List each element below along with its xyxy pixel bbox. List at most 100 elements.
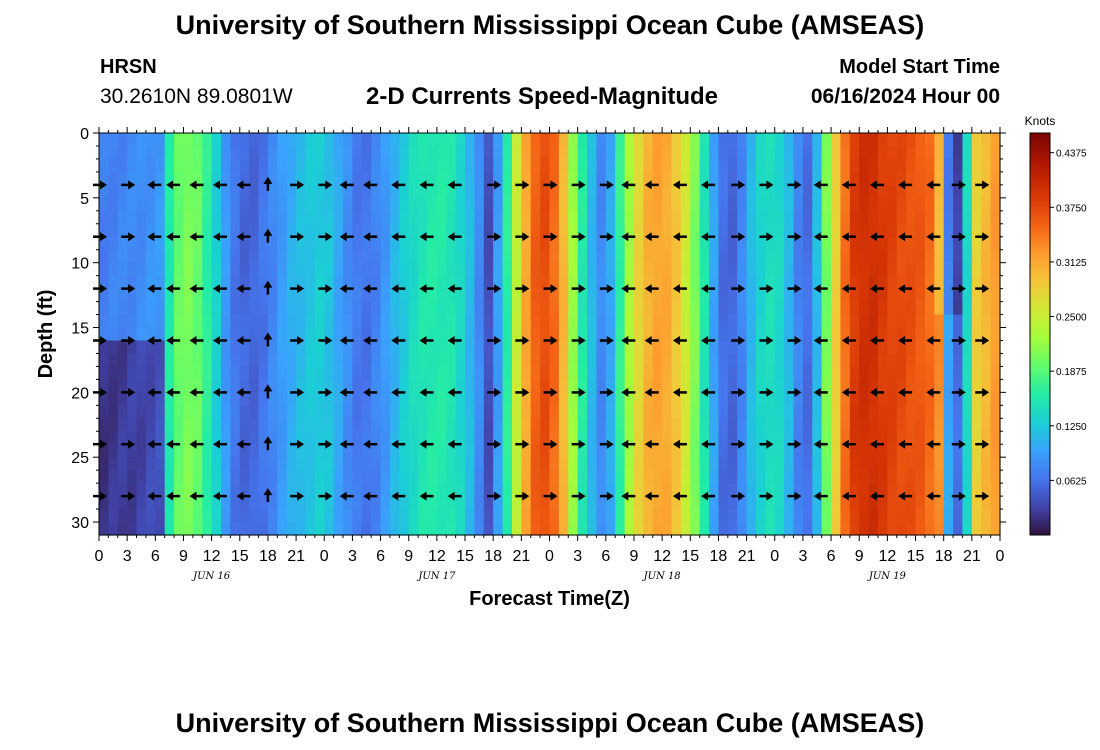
heatmap-cell	[934, 379, 945, 393]
heatmap-cell	[924, 483, 935, 497]
heatmap-cell	[474, 223, 485, 238]
heatmap-cell	[906, 145, 917, 160]
heatmap-cell	[943, 509, 954, 523]
heatmap-cell	[211, 522, 222, 536]
heatmap-cell	[774, 171, 785, 186]
heatmap-cell	[483, 158, 494, 173]
heatmap-cell	[108, 431, 119, 445]
heatmap-cell	[746, 223, 757, 238]
heatmap-cell	[239, 392, 250, 406]
heatmap-cell	[192, 223, 203, 238]
heatmap-cell	[680, 366, 691, 380]
heatmap-cell	[615, 418, 626, 432]
heatmap-cell	[174, 418, 185, 432]
heatmap-cell	[465, 249, 476, 264]
heatmap-cell	[530, 275, 541, 290]
heatmap-cell	[333, 509, 344, 523]
heatmap-cell	[324, 509, 335, 523]
heatmap-cell	[389, 405, 400, 419]
heatmap-cell	[333, 457, 344, 471]
heatmap-cell	[737, 133, 748, 147]
heatmap-cell	[530, 457, 541, 471]
heatmap-cell	[793, 171, 804, 186]
heatmap-cell	[427, 509, 438, 523]
heatmap-cell	[877, 340, 888, 355]
heatmap-cell	[127, 418, 138, 432]
heatmap-cell	[155, 145, 166, 160]
heatmap-cell	[324, 327, 335, 342]
heatmap-cell	[840, 470, 851, 484]
heatmap-cell	[408, 223, 419, 238]
heatmap-cell	[624, 457, 635, 471]
heatmap-cell	[680, 275, 691, 290]
heatmap-cell	[699, 301, 710, 316]
heatmap-cell	[211, 327, 222, 342]
heatmap-cell	[493, 223, 504, 238]
heatmap-cell	[192, 379, 203, 393]
heatmap-cell	[343, 210, 354, 225]
heatmap-cell	[774, 470, 785, 484]
current-vector-arrow	[166, 336, 181, 345]
current-vector-arrow	[290, 387, 305, 397]
heatmap-cell	[962, 379, 973, 393]
heatmap-cell	[643, 483, 654, 497]
heatmap-cell	[755, 457, 766, 471]
heatmap-cell	[953, 171, 964, 186]
heatmap-cell	[399, 223, 410, 238]
heatmap-cell	[436, 457, 447, 471]
heatmap-cell	[633, 327, 644, 342]
heatmap-cell	[643, 457, 654, 471]
heatmap-cell	[136, 236, 147, 251]
heatmap-cell	[915, 431, 926, 445]
heatmap-cell	[408, 353, 419, 368]
heatmap-cell	[99, 184, 109, 199]
heatmap-cell	[971, 431, 982, 445]
heatmap-cell	[474, 210, 485, 225]
current-vector-arrow	[147, 180, 162, 190]
heatmap-cell	[333, 392, 344, 406]
heatmap-cell	[239, 431, 250, 445]
heatmap-cell	[849, 431, 860, 445]
heatmap-cell	[849, 353, 860, 368]
heatmap-cell	[934, 262, 945, 277]
heatmap-cell	[174, 223, 185, 238]
heatmap-cell	[174, 353, 185, 368]
heatmap-cell	[267, 457, 278, 471]
heatmap-cell	[145, 133, 156, 147]
heatmap-cell	[549, 145, 560, 160]
heatmap-cell	[859, 366, 870, 380]
heatmap-cell	[924, 340, 935, 355]
heatmap-cell	[821, 392, 832, 406]
heatmap-cell	[258, 133, 269, 147]
heatmap-cell	[746, 340, 757, 355]
heatmap-cell	[643, 262, 654, 277]
heatmap-cell	[465, 236, 476, 251]
heatmap-cell	[455, 301, 466, 316]
x-tick-label: 9	[179, 548, 188, 565]
heatmap-cell	[737, 444, 748, 458]
heatmap-cell	[971, 133, 982, 147]
heatmap-cell	[446, 353, 457, 368]
heatmap-cell	[117, 210, 128, 225]
heatmap-cell	[540, 133, 551, 147]
heatmap-cell	[784, 223, 795, 238]
heatmap-cell	[258, 327, 269, 342]
heatmap-cell	[371, 249, 382, 264]
heatmap-cell	[981, 171, 992, 186]
heatmap-cell	[324, 275, 335, 290]
heatmap-cell	[849, 301, 860, 316]
current-vector-arrow	[898, 232, 913, 242]
heatmap-cell	[633, 223, 644, 238]
heatmap-cell	[680, 249, 691, 264]
heatmap-cell	[174, 301, 185, 316]
heatmap-cell	[343, 197, 354, 212]
current-vector-arrow	[621, 387, 636, 397]
heatmap-cell	[371, 275, 382, 290]
heatmap-cell	[774, 210, 785, 225]
heatmap-cell	[624, 288, 635, 303]
heatmap-cell	[915, 379, 926, 393]
heatmap-cell	[183, 158, 194, 173]
heatmap-cell	[615, 353, 626, 368]
heatmap-cell	[896, 496, 907, 510]
